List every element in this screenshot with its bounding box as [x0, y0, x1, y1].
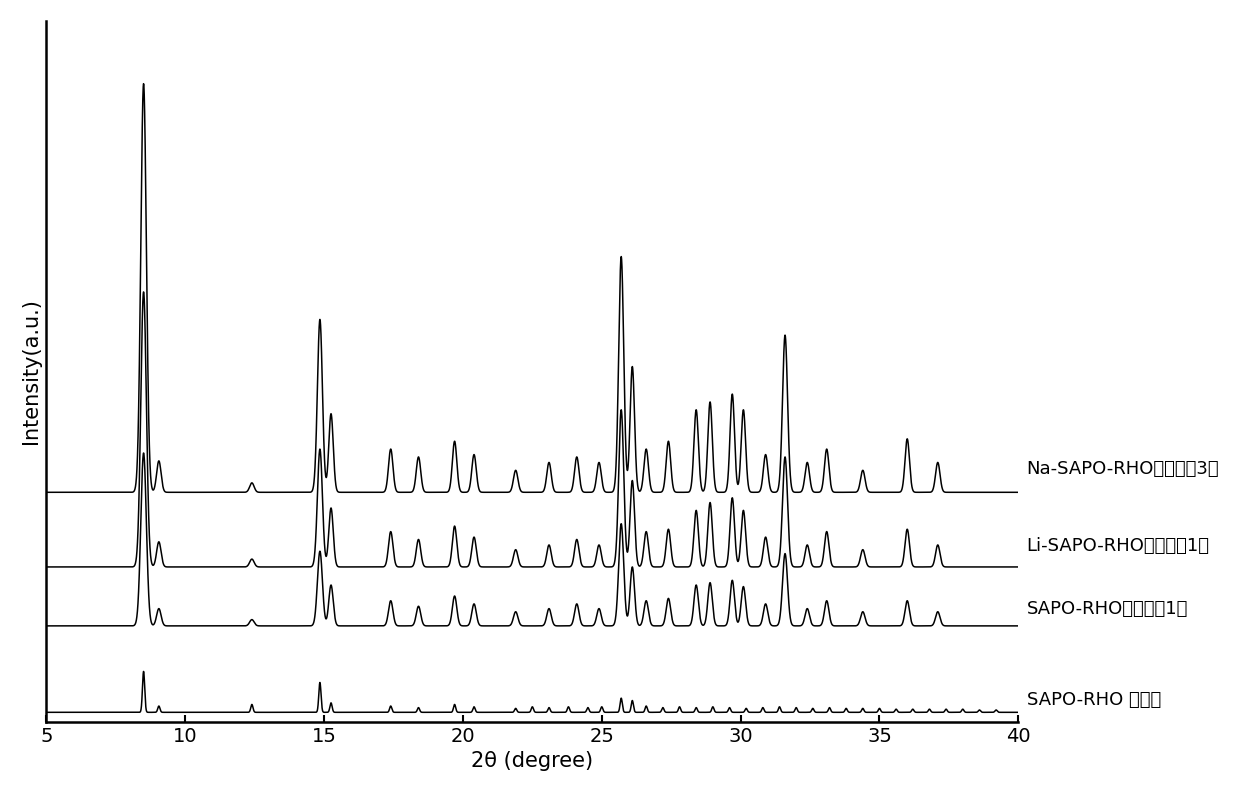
- Y-axis label: Intensity(a.u.): Intensity(a.u.): [21, 299, 41, 444]
- X-axis label: 2θ (degree): 2θ (degree): [471, 751, 594, 771]
- Text: Na-SAPO-RHO（实施兡3）: Na-SAPO-RHO（实施兡3）: [1027, 460, 1219, 478]
- Text: Li-SAPO-RHO（实施兡1）: Li-SAPO-RHO（实施兡1）: [1027, 537, 1210, 555]
- Text: SAPO-RHO 模拟图: SAPO-RHO 模拟图: [1027, 691, 1161, 709]
- Text: SAPO-RHO（实施兡1）: SAPO-RHO（实施兡1）: [1027, 600, 1188, 618]
